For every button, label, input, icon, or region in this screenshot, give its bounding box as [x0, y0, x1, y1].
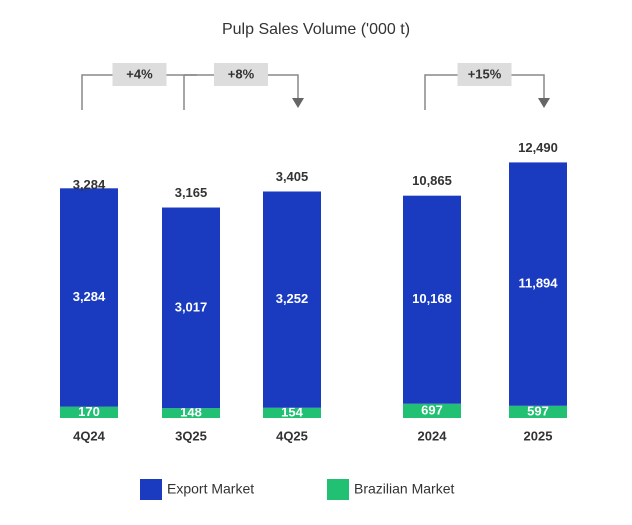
bar-segment — [263, 407, 321, 418]
value-label: 597 — [527, 403, 549, 418]
total-label: 3,284 — [73, 177, 106, 192]
annotation-box — [112, 63, 167, 86]
x-tick-label: 2024 — [418, 428, 448, 443]
value-label: 697 — [421, 402, 443, 417]
bar-segment — [60, 188, 118, 407]
value-label: 10,168 — [412, 291, 452, 306]
value-label: 170 — [78, 404, 100, 419]
chart-title: Pulp Sales Volume ('000 t) — [222, 21, 410, 38]
legend-label: Brazilian Market — [354, 481, 454, 497]
x-tick-label: 2025 — [524, 428, 553, 443]
value-label: 148 — [180, 405, 202, 420]
legend-swatch — [140, 479, 162, 500]
annotation-box — [214, 63, 268, 86]
bar-segment — [403, 195, 461, 404]
legend-swatch — [327, 479, 349, 500]
total-label: 10,865 — [412, 173, 452, 188]
total-label: 12,490 — [518, 140, 558, 155]
legend-label: Export Market — [167, 481, 254, 497]
annotation: +8% — [228, 66, 255, 81]
bar-segment — [162, 207, 220, 409]
x-tick-label: 4Q24 — [73, 428, 106, 443]
value-label: 154 — [281, 404, 303, 419]
total-label: 3,405 — [276, 169, 309, 184]
x-tick-label: 4Q25 — [276, 428, 308, 443]
arrow-head — [292, 98, 304, 108]
annotation-box — [457, 63, 512, 86]
total-label: 3,165 — [175, 185, 208, 200]
annotation: +15% — [468, 66, 502, 81]
annotation: +4% — [126, 66, 153, 81]
value-label: 3,252 — [276, 291, 309, 306]
value-label: 3,017 — [175, 299, 208, 314]
bar-segment — [509, 405, 567, 418]
x-tick-label: 3Q25 — [175, 428, 207, 443]
value-label: 11,894 — [518, 276, 558, 291]
bar-segment — [403, 403, 461, 418]
bar-segment — [162, 408, 220, 418]
value-label: 3,284 — [73, 289, 106, 304]
bar-segment — [263, 191, 321, 408]
arrow-head — [538, 98, 550, 108]
bar-segment — [60, 406, 118, 418]
bar-segment — [509, 162, 567, 406]
